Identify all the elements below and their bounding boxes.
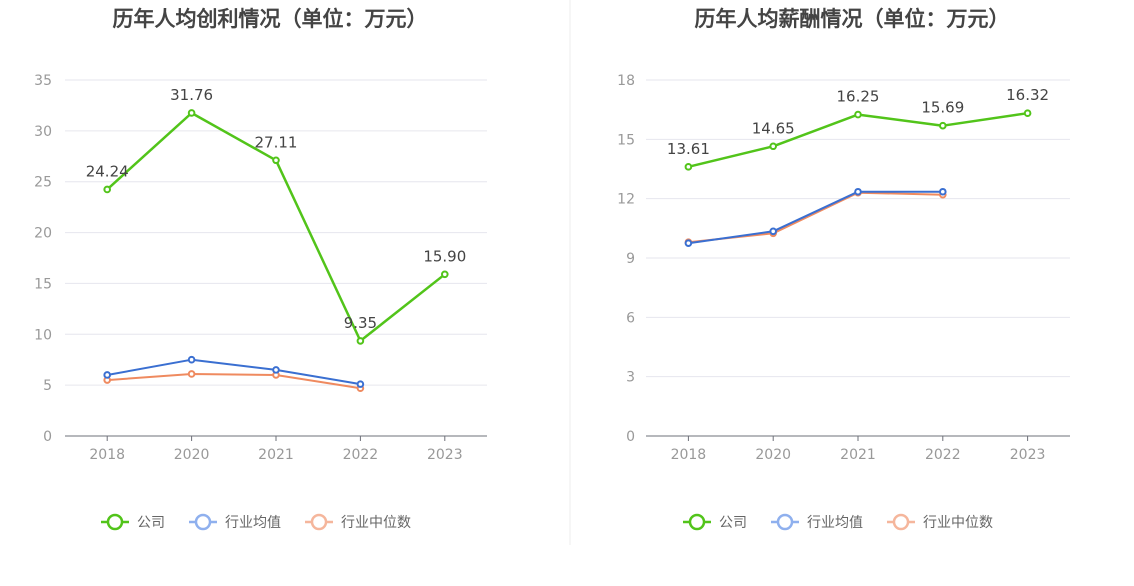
data-point (769, 142, 778, 151)
legend-label: 行业中位数 (341, 515, 411, 531)
x-tick-label: 2018 (89, 447, 125, 463)
data-point (356, 337, 365, 345)
x-tick-label: 2021 (258, 447, 294, 463)
legend-marker (194, 513, 212, 531)
x-tick-label: 2023 (1010, 447, 1046, 463)
x-tick-label: 2020 (755, 447, 791, 463)
legend-label: 行业均值 (225, 515, 281, 531)
data-label: 31.76 (170, 86, 213, 104)
data-label: 13.61 (667, 140, 710, 158)
y-tick-label: 35 (34, 73, 52, 89)
data-point (939, 121, 947, 130)
data-point (272, 366, 280, 374)
legend-item-industry-median[interactable]: 行业中位数 (305, 513, 411, 531)
chart-profit: 历年人均创利情况（单位：万元） 0 5 10 15 20 25 30 35 2018 2020 202… (34, 7, 487, 531)
x-tick-label: 2020 (174, 447, 210, 463)
legend-item-industry-avg[interactable]: 行业均值 (189, 513, 281, 531)
y-tick-label: 9 (626, 251, 635, 267)
series-company: 24.24 31.76 27.11 9.35 15.90 (86, 86, 466, 345)
chart-title: 历年人均创利情况（单位：万元） (113, 7, 428, 31)
y-tick-label: 12 (617, 192, 635, 208)
data-point (1023, 109, 1032, 118)
legend-item-company[interactable]: 公司 (683, 513, 747, 531)
series-industry-avg (684, 187, 947, 247)
legend: 公司 行业均值 行业中位数 (683, 513, 993, 531)
legend-item-company[interactable]: 公司 (101, 513, 165, 531)
data-point (441, 270, 449, 279)
data-label: 24.24 (86, 162, 129, 180)
data-label: 9.35 (344, 314, 377, 332)
x-tick-label: 2018 (671, 447, 707, 463)
legend: 公司 行业均值 行业中位数 (101, 513, 411, 531)
y-tick-label: 0 (43, 429, 52, 445)
series-line (688, 191, 943, 244)
legend-marker (688, 513, 706, 531)
data-point (769, 227, 778, 236)
data-point (854, 110, 862, 119)
x-tick-label: 2023 (427, 447, 463, 463)
series-line (688, 190, 943, 245)
y-tick-label: 15 (34, 276, 52, 292)
y-tick-label: 25 (34, 175, 52, 191)
y-tick-label: 10 (34, 327, 52, 343)
y-tick-label: 3 (626, 370, 635, 386)
data-point (187, 370, 196, 378)
y-tick-label: 20 (34, 226, 52, 242)
legend-label: 公司 (719, 515, 747, 531)
series-company: 13.61 14.65 16.25 15.69 16.32 (667, 86, 1049, 171)
data-point (187, 109, 196, 117)
x-tick-label: 2021 (840, 447, 876, 463)
chart-title: 历年人均薪酬情况（单位：万元） (695, 7, 1010, 31)
data-point (684, 163, 693, 171)
x-tick-label: 2022 (343, 447, 379, 463)
series-industry-avg (103, 355, 365, 388)
series-line (688, 111, 1028, 169)
data-label: 27.11 (255, 133, 298, 151)
y-tick-label: 6 (626, 310, 635, 326)
legend-item-industry-avg[interactable]: 行业均值 (771, 513, 863, 531)
y-tick-label: 30 (34, 124, 52, 140)
legend-item-industry-median[interactable]: 行业中位数 (887, 513, 993, 531)
legend-marker (892, 513, 910, 531)
data-label: 16.25 (837, 88, 880, 106)
data-label: 15.90 (423, 247, 466, 265)
data-label: 14.65 (752, 119, 795, 137)
legend-marker (776, 513, 794, 531)
data-point (103, 371, 111, 379)
data-point (684, 239, 693, 247)
series-industry-median (103, 370, 365, 392)
legend-label: 公司 (137, 515, 165, 531)
legend-label: 行业中位数 (923, 515, 993, 531)
data-point (854, 187, 862, 196)
y-tick-label: 18 (617, 73, 635, 89)
legend-label: 行业均值 (807, 515, 863, 531)
series-line (107, 358, 361, 386)
data-label: 16.32 (1006, 86, 1049, 104)
legend-marker (310, 513, 328, 531)
data-point (272, 156, 280, 165)
y-tick-label: 15 (617, 132, 635, 148)
series-line (107, 373, 361, 390)
data-point (356, 380, 365, 388)
data-point (187, 355, 196, 364)
data-point (939, 187, 947, 196)
y-tick-label: 5 (43, 378, 52, 394)
legend-marker (106, 513, 124, 531)
y-tick-label: 0 (626, 429, 635, 445)
chart-salary: 历年人均薪酬情况（单位：万元） 0 3 6 9 12 15 18 2018 2020 2021 202… (617, 7, 1070, 531)
data-label: 15.69 (921, 99, 964, 117)
x-tick-label: 2022 (925, 447, 961, 463)
data-point (103, 185, 111, 194)
